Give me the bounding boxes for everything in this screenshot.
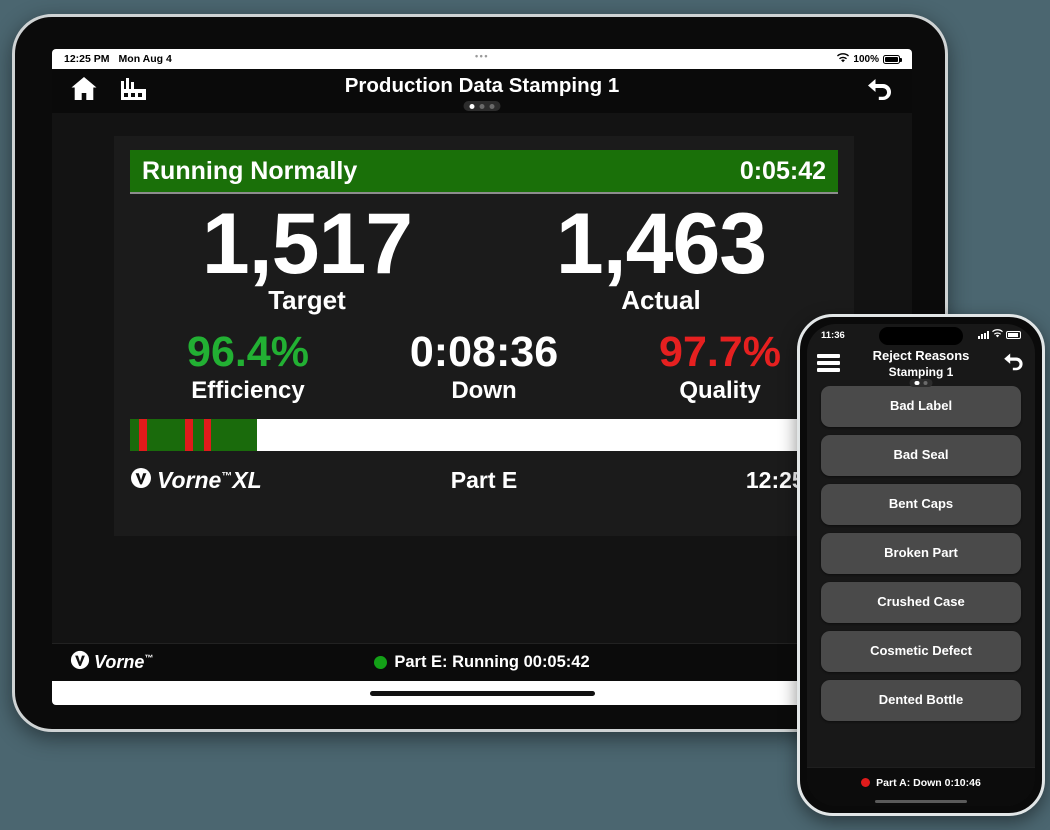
panel-footer-brand: Vorne™XL	[130, 467, 364, 495]
tablet-bottom-status: Part E: Running 00:05:42	[52, 653, 912, 672]
tablet-status-date: Mon Aug 4	[118, 53, 172, 65]
timeline-stop-marker	[139, 418, 147, 451]
tablet-toolbar: Production Data Stamping 1	[52, 69, 912, 113]
reject-reason-button[interactable]: Bad Seal	[821, 435, 1021, 476]
small-metrics-row: 96.4% Efficiency 0:08:36 Down 97.7% Qual…	[114, 316, 854, 404]
page-dot[interactable]	[469, 103, 475, 109]
status-dot-down	[861, 778, 871, 787]
reject-reason-button[interactable]: Cosmetic Defect	[821, 631, 1021, 672]
phone-status-bar: 11:36	[807, 324, 1035, 346]
status-banner: Running Normally 0:05:42	[130, 150, 838, 194]
metric-actual-label: Actual	[621, 285, 701, 316]
vorne-wordmark: Vorne™XL	[157, 467, 262, 494]
production-data-panel: Running Normally 0:05:42 1,517 Target 1,…	[114, 136, 854, 536]
reject-reason-button[interactable]: Dented Bottle	[821, 680, 1021, 721]
home-indicator[interactable]	[369, 690, 595, 696]
metric-target-label: Target	[268, 285, 346, 316]
wifi-icon	[992, 329, 1003, 341]
big-metrics-row: 1,517 Target 1,463 Actual	[114, 194, 854, 316]
timeline-stop-marker	[185, 418, 193, 451]
phone-page-dots[interactable]	[909, 378, 933, 387]
phone-device: 11:36 Reject Reasons Stamping 1	[797, 314, 1045, 816]
phone-screen: 11:36 Reject Reasons Stamping 1	[807, 324, 1035, 806]
reject-reason-button[interactable]: Crushed Case	[821, 582, 1021, 623]
tablet-status-time: 12:25 PM	[64, 53, 110, 65]
page-dot[interactable]	[479, 103, 485, 109]
phone-status-time: 11:36	[821, 329, 845, 341]
reject-reasons-list: Bad Label Bad Seal Bent Caps Broken Part…	[807, 386, 1035, 767]
metric-quality-label: Quality	[679, 376, 761, 404]
reject-reason-button[interactable]: Broken Part	[821, 533, 1021, 574]
tablet-home-indicator-area	[52, 681, 912, 705]
timeline-running-segment	[130, 418, 258, 451]
metric-down-value: 0:08:36	[409, 328, 559, 377]
wifi-icon	[837, 52, 850, 66]
hamburger-menu-icon[interactable]	[817, 354, 840, 372]
tablet-content: Running Normally 0:05:42 1,517 Target 1,…	[52, 113, 912, 705]
tablet-status-center-dots: •••	[475, 51, 489, 61]
factory-icon[interactable]	[119, 76, 148, 106]
undo-icon[interactable]	[864, 76, 894, 107]
tablet-bottom-brand: Vorne™	[70, 650, 153, 675]
phone-toolbar: Reject Reasons Stamping 1	[807, 346, 1035, 387]
status-dot-running	[374, 656, 388, 669]
status-banner-label: Running Normally	[142, 156, 358, 185]
battery-icon	[883, 54, 903, 64]
metric-efficiency-label: Efficiency	[191, 376, 305, 404]
tablet-screen: 12:25 PM Mon Aug 4 ••• 100%	[52, 49, 912, 705]
phone-bottom-status-text: Part A: Down 0:10:46	[876, 776, 981, 789]
undo-icon[interactable]	[1001, 351, 1025, 377]
phone-bottom-bar: Part A: Down 0:10:46	[807, 767, 1035, 797]
home-icon[interactable]	[70, 76, 98, 106]
phone-home-indicator-area	[807, 797, 1035, 806]
shift-timeline	[130, 418, 838, 451]
page-dot[interactable]	[914, 380, 919, 385]
metric-quality: 97.7% Quality	[602, 330, 838, 404]
metric-target-value: 1,517	[201, 196, 413, 292]
metric-down: 0:08:36 Down	[366, 330, 602, 404]
metric-efficiency-value: 96.4%	[187, 328, 309, 377]
dynamic-island	[879, 327, 963, 345]
metric-actual: 1,463 Actual	[484, 196, 838, 316]
tablet-battery-percent: 100%	[853, 53, 879, 65]
metric-actual-value: 1,463	[555, 196, 767, 292]
cellular-signal-icon	[978, 331, 989, 339]
vorne-wordmark: Vorne™	[94, 652, 154, 672]
reject-reason-button[interactable]: Bent Caps	[821, 484, 1021, 525]
tablet-status-bar: 12:25 PM Mon Aug 4 ••• 100%	[52, 49, 912, 69]
tablet-bottom-bar: Vorne™ Part E: Running 00:05:42	[52, 643, 912, 681]
home-indicator[interactable]	[875, 799, 967, 804]
timeline-stop-marker	[203, 418, 212, 451]
vorne-logo-icon	[70, 650, 90, 675]
panel-footer: Vorne™XL Part E 12:25:14	[130, 463, 838, 499]
panel-footer-part: Part E	[450, 467, 518, 494]
metric-target: 1,517 Target	[130, 196, 484, 316]
status-banner-timer: 0:05:42	[739, 156, 826, 185]
page-dot[interactable]	[923, 380, 928, 385]
tablet-bottom-status-text: Part E: Running 00:05:42	[394, 653, 590, 671]
page-title: Production Data Stamping 1	[344, 74, 620, 97]
reject-reason-button[interactable]: Bad Label	[821, 386, 1021, 427]
vorne-logo-icon	[130, 467, 152, 495]
metric-down-label: Down	[451, 376, 517, 404]
page-dot[interactable]	[489, 103, 495, 109]
tablet-device: 12:25 PM Mon Aug 4 ••• 100%	[12, 14, 948, 732]
metric-efficiency: 96.4% Efficiency	[130, 330, 366, 404]
battery-icon	[1006, 331, 1021, 339]
tablet-page-dots[interactable]	[463, 101, 501, 111]
metric-quality-value: 97.7%	[659, 328, 781, 377]
